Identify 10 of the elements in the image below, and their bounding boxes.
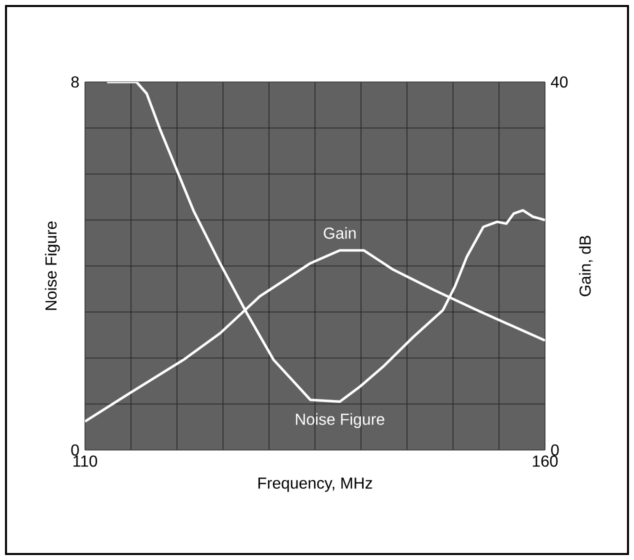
- x-axis-title: Frequency, MHz: [258, 478, 372, 492]
- y-tick-label: 8: [71, 76, 79, 88]
- y2-tick-label: 0: [551, 444, 559, 456]
- y-axis-title: Noise Figure: [44, 222, 60, 310]
- series-label: Noise Figure: [296, 413, 384, 428]
- y2-tick-label: 40: [550, 76, 568, 88]
- y2-axis-title: Gain, dB: [579, 236, 593, 296]
- series-label: Gain: [324, 227, 356, 239]
- x-tick-label: 160: [532, 456, 558, 467]
- x-tick-label: 110: [74, 456, 98, 467]
